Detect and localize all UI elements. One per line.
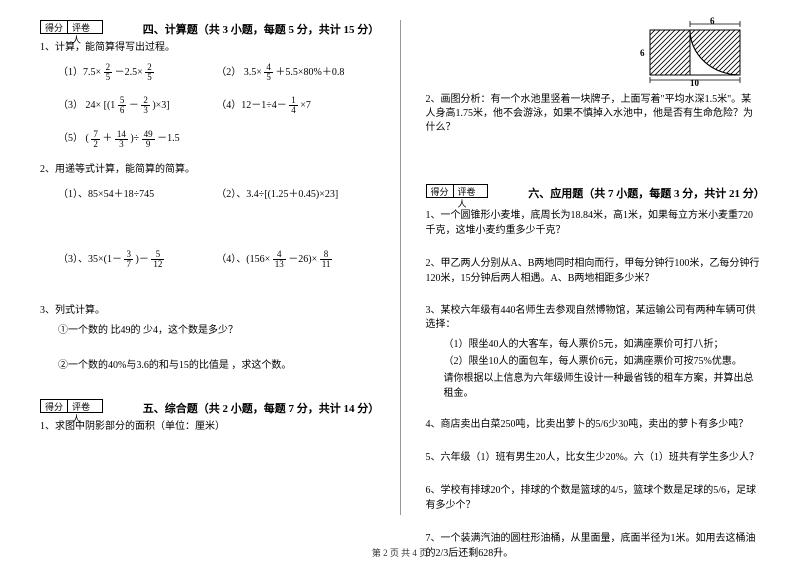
t: ＋5.5×80%＋0.8 [275,67,344,78]
q3-stem: 3、列式计算。 [40,304,375,318]
grader-label: 评卷人 [454,184,489,198]
t: （2） [216,67,241,78]
grader-label: 评卷人 [68,399,103,413]
s6-q4: 4、商店卖出白菜250吨，比卖出萝卜的5/6少30吨，卖出的萝卜有多少吨？ [426,417,761,432]
q3b: ②一个数的40%与3.6的和与15的比值是 ，求这个数。 [58,356,375,371]
d: 3 [141,106,150,115]
d: 5 [264,73,273,82]
s6-q3: 3、某校六年级有440名师生去参观自然博物馆，某运输公司有两种车辆可供选择： [426,304,761,332]
d: 4 [289,106,298,115]
score-label: 得分 [40,399,68,413]
t: )－ [135,254,148,265]
section6-header: 得分 评卷人 六、应用题（共 7 小题，每题 3 分，共计 21 分） [426,184,761,202]
s6-q2: 2、甲乙两人分别从A、B两地同时相向而行，甲每分钟行100米，乙每分钟行120米… [426,256,761,286]
t: 24× [86,100,102,111]
q1-row3: （5） ( 72 ＋ 143 )÷ 499 －1.5 [58,129,375,148]
section4-header: 得分 评卷人 四、计算题（共 3 小题，每题 5 分，共计 15 分） [40,20,375,38]
fig-left: 6 [640,48,645,58]
q1-row2: （3） 24× [(1 56 － 23 )×3] （4）12－1÷4－ 14 ×… [58,96,375,115]
page-footer: 第 2 页 共 4 页 [0,546,800,559]
q2-item4: （4）、(156× 413 －26)× 811 [216,250,374,269]
column-divider [400,20,401,515]
d: 9 [142,140,155,149]
t: ( [86,133,89,144]
d: 7 [124,260,133,269]
q2-row2: （3）、35×(1－ 37 )－ 512 （4）、(156× 413 －26)×… [58,250,375,269]
t: ＋ [102,133,112,144]
score-box: 得分 评卷人 [40,399,103,413]
t: －1.5 [157,133,180,144]
t: （1）7.5× [58,67,101,78]
s6-q5: 5、六年级（1）班有男生20人，比女生少20%。六（1）班共有学生多少人？ [426,450,761,465]
q2-item1: （1）、85×54＋18÷745 [58,185,216,200]
t: （3）、35×(1－ [58,254,122,265]
q1-row1: （1）7.5× 25 －2.5× 25 （2） 3.5× 45 ＋5.5×80%… [58,63,375,82]
d: 12 [151,260,164,269]
score-box: 得分 评卷人 [40,20,103,34]
d: 6 [118,106,127,115]
q2-row1: （1）、85×54＋18÷745 （2）、3.4÷[(1.25＋0.45)×23… [58,185,375,200]
section5-header: 得分 评卷人 五、综合题（共 2 小题，每题 7 分，共计 14 分） [40,399,375,417]
q2-stem: 2、用递等式计算，能简算的简算。 [40,163,375,177]
geometry-figure: 6 6 10 [640,20,750,90]
score-box: 得分 评卷人 [426,184,489,198]
q2-item3: （3）、35×(1－ 37 )－ 512 [58,250,216,269]
t: （4）12－1÷4－ [216,100,287,111]
section6-title: 六、应用题（共 7 小题，每题 3 分，共计 21 分） [528,185,760,201]
score-label: 得分 [426,184,454,198]
t: （3） [58,100,83,111]
d: 2 [91,140,100,149]
fig-bottom: 10 [690,78,699,88]
q1-item4: （4）12－1÷4－ 14 ×7 [216,96,374,115]
t: － [129,100,139,111]
t: )×3] [152,100,169,111]
t: )÷ [130,133,139,144]
q1-item1: （1）7.5× 25 －2.5× 25 [58,63,216,82]
t: （5） [58,133,83,144]
s5-q2: 2、画图分析：有一个水池里竖着一块牌子，上面写着"平均水深1.5米"。某人身高1… [426,93,761,135]
t: ×7 [300,100,311,111]
grader-label: 评卷人 [68,20,103,34]
d: 11 [320,260,333,269]
left-column: 得分 评卷人 四、计算题（共 3 小题，每题 5 分，共计 15 分） 1、计算… [40,20,375,515]
t: [(1 [104,100,116,111]
s6-q6: 6、学校有排球20个，排球的个数是篮球的4/5，篮球个数是足球的5/6，足球有多… [426,483,761,513]
t: －26)× [288,254,317,265]
t: 3.5× [244,67,262,78]
d: 13 [273,260,286,269]
section5-title: 五、综合题（共 2 小题，每题 7 分，共计 14 分） [143,400,375,416]
d: 3 [115,140,128,149]
d: 5 [145,73,154,82]
q1-stem: 1、计算，能简算得写出过程。 [40,41,375,55]
q2-item2: （2）、3.4÷[(1.25＋0.45)×23] [216,185,374,200]
right-column: 6 6 10 2、画图分析：有一个水池里竖着一块牌子，上面写着"平均水深1.5米… [426,20,761,515]
q1-item3: （3） 24× [(1 56 － 23 )×3] [58,96,216,115]
s6-q3c: 请你根据以上信息为六年级师生设计一种最省钱的租车方案，并算出总租金。 [444,369,761,399]
s6-q1: 1、一个圆锥形小麦堆，底周长为18.84米，高1米，如果每立方米小麦重720千克… [426,208,761,238]
score-label: 得分 [40,20,68,34]
t: －2.5× [115,67,143,78]
s6-q3a: （1）限坐40人的大客车，每人票价5元，如满座票价可打八折； [444,335,761,350]
section4-title: 四、计算题（共 3 小题，每题 5 分，共计 15 分） [143,21,375,37]
t: （4）、(156× [216,254,270,265]
q1-item2: （2） 3.5× 45 ＋5.5×80%＋0.8 [216,63,374,82]
s6-q3b: （2）限坐10人的面包车，每人票价6元，如满座票价可按75%优惠。 [444,352,761,367]
fig-top: 6 [710,16,715,26]
s5-q1: 1、求图中阴影部分的面积（单位：厘米） [40,420,375,434]
d: 5 [104,73,113,82]
q1-item5: （5） ( 72 ＋ 143 )÷ 499 －1.5 [58,129,216,148]
q3a: ①一个数的 比49的 少4，这个数是多少？ [58,321,375,336]
